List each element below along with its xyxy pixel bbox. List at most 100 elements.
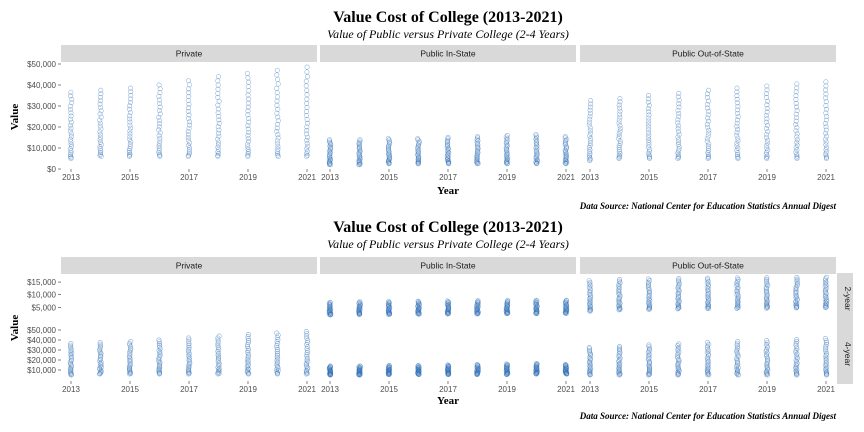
chart2-row1-panel0-point <box>244 344 250 350</box>
chart2-row1-panel2-point <box>675 364 681 370</box>
chart1-panel2-point <box>586 154 592 160</box>
chart1-panel0-xtick-label: 2017 <box>180 173 198 182</box>
chart1-panel2-point <box>587 125 593 131</box>
chart1-panel1-point <box>444 154 450 160</box>
chart2-row0-panel2-point <box>764 278 770 284</box>
chart2-row0-panel1-point <box>385 301 391 307</box>
chart2-row-strip-0-label: 2-year <box>843 286 853 310</box>
chart1-panel1-point <box>503 134 509 140</box>
chart2-row0-ytick-label: $10,000 <box>27 291 56 300</box>
chart1-panel2-point <box>587 138 593 144</box>
chart2-row1-panel0-point <box>304 331 310 337</box>
chart1-panel2-point <box>645 106 651 112</box>
chart2-row0-panel2-point <box>823 276 828 282</box>
chart1-panel2-point <box>734 93 740 99</box>
chart2-row1-panel2-point <box>617 355 623 361</box>
chart1-panel2-point <box>794 142 800 148</box>
chart2-row1-panel0-point <box>186 337 192 343</box>
chart1-panel0-point <box>216 133 222 139</box>
chart2-row1-panel2-point <box>734 340 740 346</box>
chart1-panel2-point <box>824 114 830 120</box>
chart2-row1-panel2-point <box>617 360 623 366</box>
chart1-panel2-point <box>823 95 829 101</box>
chart2-row1-panel2-point <box>734 367 740 373</box>
chart2-row1-panel0-point <box>156 339 162 345</box>
chart1-panel2-point <box>823 127 829 133</box>
chart1-panel0-point <box>215 147 221 153</box>
chart2-row1-panel0-point <box>128 339 134 344</box>
chart2-row0-panel1-point <box>386 299 391 305</box>
chart1-panel2-point <box>616 131 622 137</box>
chart2-row1-panel2-point <box>793 349 799 355</box>
chart2-row1-panel0-point <box>128 345 134 351</box>
chart1-panel0-point <box>245 144 251 150</box>
chart2-row1-panel2-point <box>823 345 829 351</box>
chart2-row0-panel1-point <box>416 300 422 306</box>
chart2-row0-panel2-point <box>704 280 710 286</box>
chart2-row0-panel1-point <box>356 302 362 308</box>
chart1-panel0-point <box>98 153 104 159</box>
chart1-panel2-point <box>823 79 829 85</box>
chart1-panel2-point <box>706 127 712 133</box>
chart1-panel0-point <box>245 104 251 110</box>
chart2-panel2-xtick-label: 2021 <box>817 385 835 394</box>
chart2-caption: Data Source: National Center for Educati… <box>579 411 837 421</box>
chart1-panel1-point <box>503 153 509 158</box>
chart2-row0-panel2-point <box>764 303 770 309</box>
chart2-row0-panel2-point <box>587 303 593 309</box>
chart1-panel0-point <box>156 97 162 103</box>
chart1-panel0-point <box>304 137 310 143</box>
chart2-row0-panel2-point <box>735 299 741 305</box>
chart1-panel0-point <box>216 120 222 126</box>
chart1-panel1-point <box>328 156 334 162</box>
chart2-row1-panel2-point <box>764 338 770 343</box>
chart1-panel1-point <box>474 160 480 166</box>
chart2-row1-panel0-point <box>215 345 221 351</box>
chart2-row1-panel2-point <box>794 369 799 375</box>
chart1-panel2-point <box>823 91 829 97</box>
chart1-panel0-point <box>67 128 73 134</box>
chart2-panel0-xtick-label: 2013 <box>62 385 80 394</box>
chart2-row0-panel2-point <box>822 296 828 302</box>
chart1-panel1-point <box>503 145 509 151</box>
chart2-row1-panel2-point <box>735 365 741 371</box>
chart1-panel0-point <box>67 103 73 109</box>
chart2-row1-panel0-point <box>157 344 163 350</box>
chart1-panel0-point <box>68 113 74 119</box>
chart1-ytick-label: $30,000 <box>27 102 56 111</box>
chart2-row1-panel1-point <box>503 361 509 367</box>
chart2-row0-panel2-point <box>794 275 800 280</box>
chart2-row1-panel0-point <box>305 337 311 343</box>
chart1-panel0-point <box>127 128 133 134</box>
chart2-row0-panel1-point <box>415 299 421 305</box>
chart2-row0-panel2-point <box>706 293 711 299</box>
chart1-panel2-point <box>764 102 770 108</box>
chart1-ytick-label: $0 <box>47 165 56 174</box>
chart1-panel2-point <box>616 149 622 155</box>
chart1-panel0-point <box>274 149 280 154</box>
chart1-panel2-point <box>734 153 740 159</box>
chart2-row1-panel0-point <box>215 341 221 347</box>
chart1-panel2-point <box>676 129 682 135</box>
chart2-row1-panel2-point <box>734 355 740 361</box>
chart2-row1-panel0-point <box>304 353 310 359</box>
chart2-strip-2-label: Public Out-of-State <box>672 261 744 271</box>
chart2-row1-panel2-point <box>705 351 711 357</box>
chart1-panel0-point <box>68 122 74 128</box>
chart1-panel2-point <box>705 124 711 130</box>
chart2-row1-panel0-point <box>274 362 280 368</box>
chart1-panel0-point <box>185 134 191 140</box>
chart2-row0-panel2-point <box>735 297 741 303</box>
chart1-panel0-point <box>69 100 75 106</box>
chart1-panel0-point <box>244 141 250 147</box>
chart1-panel0-point <box>68 141 74 147</box>
chart1-panel0-point <box>185 97 191 103</box>
chart1-panel1-point <box>564 151 570 157</box>
chart1-panel0-point <box>303 109 309 115</box>
chart2-row0-panel2-point <box>645 282 651 288</box>
chart2-row1-ytick-label: $10,000 <box>27 366 56 375</box>
chart2-row1-ytick-label: $50,000 <box>27 326 56 335</box>
chart2-row1-panel2-point <box>704 350 710 356</box>
chart1-panel0-point <box>187 145 193 151</box>
chart1-panel2-point <box>794 155 800 161</box>
